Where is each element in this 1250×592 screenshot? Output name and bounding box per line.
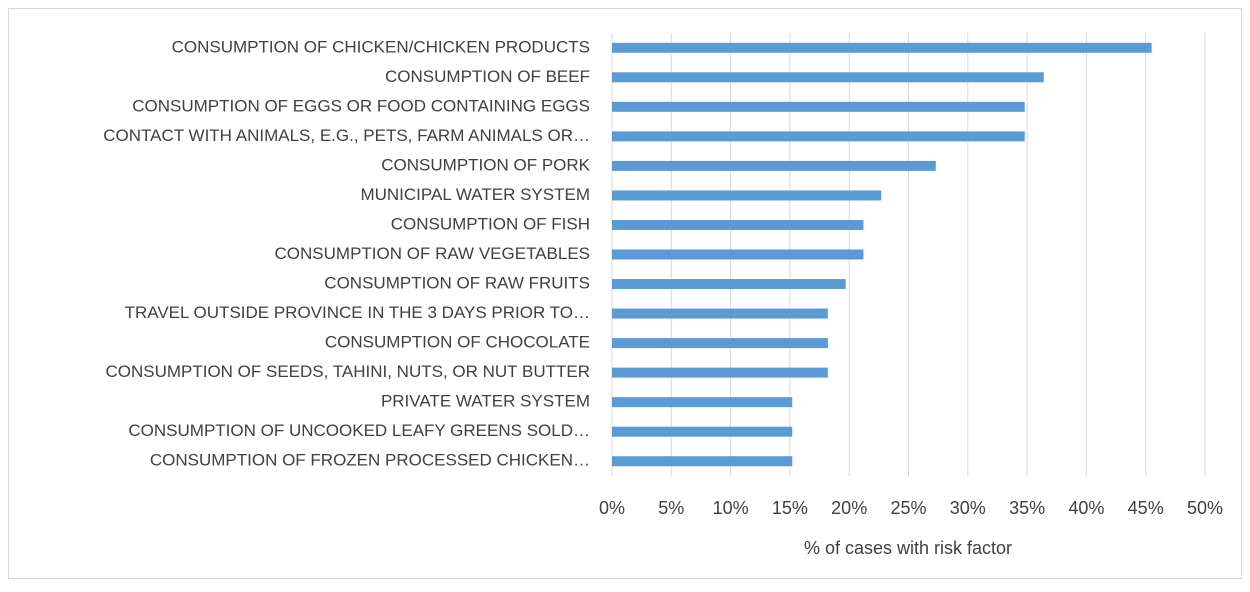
x-tick-label: 40% [1068, 498, 1104, 518]
bar [612, 101, 1025, 112]
x-tick-label: 30% [950, 498, 986, 518]
x-tick-label: 15% [772, 498, 808, 518]
bar [612, 131, 1025, 142]
x-tick-label: 25% [890, 498, 926, 518]
y-tick-label: CONSUMPTION OF PORK [381, 155, 590, 174]
y-tick-label: CONSUMPTION OF CHOCOLATE [325, 333, 590, 352]
x-tick-label: 20% [831, 498, 867, 518]
bar [612, 367, 828, 378]
y-tick-label: CONSUMPTION OF SEEDS, TAHINI, NUTS, OR N… [105, 362, 590, 381]
y-tick-label: CONSUMPTION OF RAW VEGETABLES [275, 244, 590, 263]
bar [612, 249, 864, 260]
y-tick-label: CONSUMPTION OF UNCOOKED LEAFY GREENS SOL… [128, 421, 590, 440]
y-tick-label: CONSUMPTION OF FISH [391, 214, 590, 233]
bar [612, 397, 793, 408]
bar [612, 456, 793, 467]
bar [612, 42, 1152, 53]
y-tick-label: PRIVATE WATER SYSTEM [381, 392, 590, 411]
y-tick-label: CONSUMPTION OF RAW FRUITS [324, 274, 590, 293]
y-tick-label: TRAVEL OUTSIDE PROVINCE IN THE 3 DAYS PR… [125, 303, 590, 322]
y-tick-label: CONSUMPTION OF EGGS OR FOOD CONTAINING E… [132, 96, 590, 115]
y-tick-label: CONSUMPTION OF CHICKEN/CHICKEN PRODUCTS [172, 37, 590, 56]
y-tick-label: CONTACT WITH ANIMALS, E.G., PETS, FARM A… [103, 126, 590, 145]
bar [612, 160, 936, 171]
bar [612, 308, 828, 319]
x-tick-label: 5% [658, 498, 684, 518]
x-tick-label: 10% [713, 498, 749, 518]
bar [612, 219, 864, 230]
bar [612, 72, 1044, 83]
x-tick-label: 0% [599, 498, 625, 518]
x-tick-label: 50% [1187, 498, 1223, 518]
x-tick-label: 35% [1009, 498, 1045, 518]
bar [612, 279, 846, 290]
y-tick-label: CONSUMPTION OF BEEF [385, 67, 590, 86]
y-tick-label: MUNICIPAL WATER SYSTEM [360, 185, 590, 204]
chart-frame [8, 8, 1242, 579]
x-tick-label: 45% [1128, 498, 1164, 518]
bar [612, 426, 793, 437]
y-tick-label: CONSUMPTION OF FROZEN PROCESSED CHICKEN… [150, 451, 590, 470]
x-axis-label: % of cases with risk factor [804, 538, 1012, 558]
bar [612, 338, 828, 349]
bar [612, 190, 882, 201]
